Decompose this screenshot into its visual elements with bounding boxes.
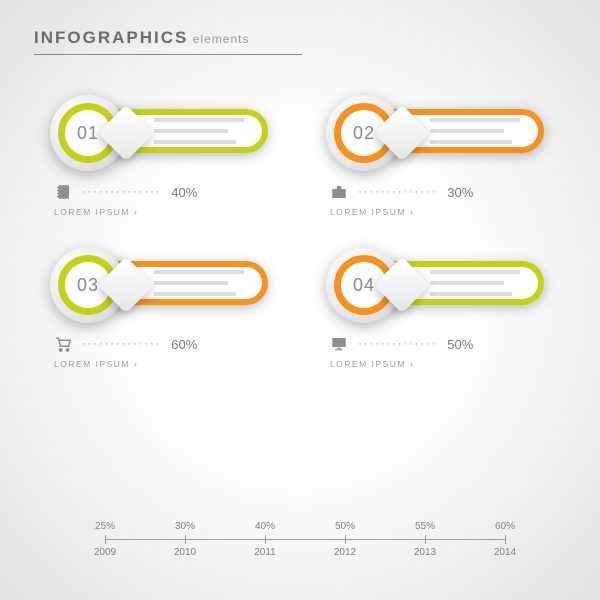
caption: LOREM IPSUM › [330, 207, 556, 217]
placeholder-text [430, 116, 520, 146]
placeholder-text [154, 116, 244, 146]
timeline-pct: 55% [415, 521, 435, 532]
caption: LOREM IPSUM › [330, 359, 556, 369]
cart-icon [54, 335, 72, 353]
timeline-pct: 50% [335, 521, 355, 532]
info-item-04: 04 ·············· 50% LOREM IPSUM › [324, 247, 556, 369]
timeline-tick [105, 535, 106, 544]
chevron-icon: › [410, 207, 415, 217]
timeline-tick [185, 535, 186, 544]
info-item-03: 03 ·············· 60% LOREM IPSUM › [48, 247, 280, 369]
info-item-01: 01 ·············· 40% LOREM IPSUM › [48, 95, 280, 217]
percentage: 40% [171, 185, 197, 200]
dots: ·············· [82, 186, 161, 198]
placeholder-text [154, 268, 244, 298]
chevron-icon: › [134, 207, 139, 217]
timeline: 25%200930%201040%201150%201255%201360%20… [105, 539, 505, 540]
timeline-year: 2010 [174, 547, 196, 558]
percentage: 30% [447, 185, 473, 200]
placeholder-text [430, 268, 520, 298]
timeline-pct: 30% [175, 521, 195, 532]
caption: LOREM IPSUM › [54, 359, 280, 369]
chevron-icon: › [410, 359, 415, 369]
header-rule [34, 54, 302, 55]
timeline-year: 2012 [334, 547, 356, 558]
timeline-pct: 60% [495, 521, 515, 532]
monitor-icon [330, 335, 348, 353]
meta-row: ·············· 50% [330, 335, 556, 353]
chevron-icon: › [134, 359, 139, 369]
title-sub: elements [193, 32, 250, 46]
timeline-axis [105, 539, 505, 540]
capsule: 04 [324, 247, 556, 321]
timeline-tick [265, 535, 266, 544]
dots: ·············· [358, 186, 437, 198]
meta-row: ·············· 40% [54, 183, 280, 201]
timeline-year: 2014 [494, 547, 516, 558]
caption: LOREM IPSUM › [54, 207, 280, 217]
timeline-tick [345, 535, 346, 544]
timeline-pct: 25% [95, 521, 115, 532]
dots: ·············· [358, 338, 437, 350]
percentage: 60% [171, 337, 197, 352]
notebook-icon [54, 183, 72, 201]
capsule: 03 [48, 247, 280, 321]
percentage: 50% [447, 337, 473, 352]
timeline-tick [425, 535, 426, 544]
capsule: 02 [324, 95, 556, 169]
capsule: 01 [48, 95, 280, 169]
header: INFOGRAPHICS elements [34, 28, 302, 55]
timeline-year: 2011 [254, 547, 276, 558]
dots: ·············· [82, 338, 161, 350]
infographic-grid: 01 ·············· 40% LOREM IPSUM › 02 ·… [48, 95, 552, 369]
meta-row: ·············· 30% [330, 183, 556, 201]
briefcase-icon [330, 183, 348, 201]
info-item-02: 02 ·············· 30% LOREM IPSUM › [324, 95, 556, 217]
timeline-pct: 40% [255, 521, 275, 532]
timeline-tick [505, 535, 506, 544]
meta-row: ·············· 60% [54, 335, 280, 353]
timeline-year: 2009 [94, 547, 116, 558]
timeline-year: 2013 [414, 547, 436, 558]
title-main: INFOGRAPHICS [34, 28, 188, 47]
